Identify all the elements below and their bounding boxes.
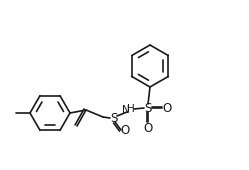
Text: S: S: [110, 112, 118, 124]
Text: H: H: [127, 104, 135, 114]
Text: S: S: [144, 101, 152, 115]
Text: O: O: [162, 101, 172, 115]
Text: O: O: [143, 122, 153, 134]
Text: N: N: [122, 105, 130, 115]
Text: O: O: [120, 124, 130, 138]
